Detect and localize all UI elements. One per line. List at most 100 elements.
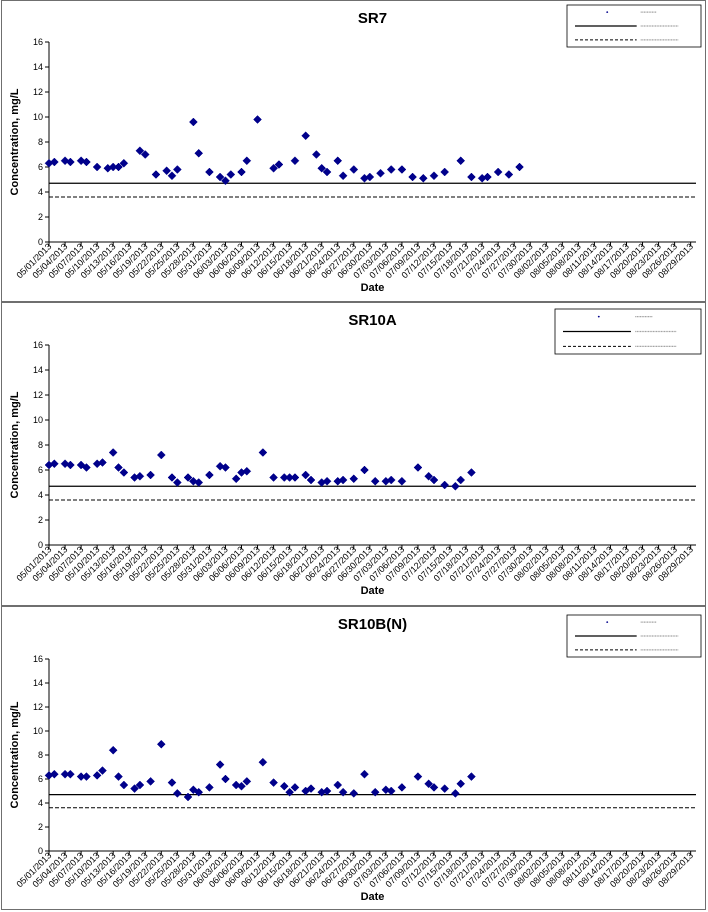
data-point <box>221 176 230 186</box>
data-point <box>312 150 321 159</box>
y-tick-label: 0 <box>38 540 43 550</box>
data-point <box>306 475 316 485</box>
data-point <box>456 475 466 485</box>
y-tick-label: 14 <box>33 62 43 72</box>
data-point <box>156 739 166 749</box>
y-tick-label: 8 <box>38 137 43 147</box>
data-point <box>92 162 102 172</box>
data-point <box>49 769 59 779</box>
data-point <box>237 781 246 791</box>
y-tick-label: 0 <box>38 846 43 856</box>
x-axis-label: Date <box>361 282 385 294</box>
x-axis-label: Date <box>361 891 385 903</box>
data-point <box>205 470 214 480</box>
chart-panel-sr10b-n: SR10B(N) 0 2 4 6 8 10 12 14 16 05/01/2013 05/04/201… <box>1 606 706 910</box>
data-point <box>114 772 123 781</box>
y-tick-label: 2 <box>38 822 43 832</box>
data-point <box>119 468 129 477</box>
data-point <box>98 766 107 775</box>
data-point <box>301 470 311 480</box>
y-tick-label: 16 <box>33 340 43 350</box>
data-point <box>194 478 204 487</box>
legend-marker-swatch <box>606 621 609 624</box>
data-point <box>440 167 450 177</box>
y-tick-label: 10 <box>33 726 43 736</box>
data-point <box>205 167 214 177</box>
data-point <box>215 172 225 182</box>
data-point <box>285 787 294 797</box>
data-point <box>205 783 214 792</box>
data-point <box>290 473 300 482</box>
y-tick-label: 2 <box>38 212 43 222</box>
data-point <box>194 148 204 158</box>
data-point <box>146 470 155 480</box>
data-point <box>515 162 524 172</box>
y-tick-label: 4 <box>38 187 43 197</box>
data-point <box>172 789 182 798</box>
data-point <box>338 171 348 181</box>
data-point <box>467 172 476 182</box>
data-point <box>467 468 476 477</box>
data-point <box>301 131 311 141</box>
data-point <box>130 784 139 793</box>
data-point <box>221 463 230 472</box>
data-point <box>172 165 182 174</box>
y-tick-label: 2 <box>38 515 43 525</box>
data-point <box>322 167 332 177</box>
data-point <box>82 772 91 781</box>
data-point <box>119 780 129 790</box>
data-point <box>360 465 369 475</box>
data-point <box>49 459 59 469</box>
data-point <box>365 172 375 182</box>
data-point <box>167 473 177 482</box>
y-tick-label: 16 <box>33 654 43 664</box>
legend <box>554 308 702 355</box>
y-tick-label: 0 <box>38 237 43 247</box>
y-tick-label: 14 <box>33 365 43 375</box>
data-point <box>135 780 145 790</box>
data-point <box>429 475 439 485</box>
data-point <box>269 473 278 482</box>
data-point <box>274 160 284 169</box>
data-point <box>386 165 396 174</box>
y-tick-label: 12 <box>33 390 43 400</box>
data-point <box>167 171 177 181</box>
data-point <box>456 779 466 789</box>
data-point <box>413 772 423 781</box>
data-point <box>338 787 348 797</box>
data-point <box>440 784 450 793</box>
data-point <box>456 156 466 166</box>
data-point <box>338 475 348 485</box>
legend-marker-swatch <box>597 315 600 318</box>
data-point <box>397 783 407 792</box>
data-point <box>156 450 166 460</box>
data-point <box>451 481 460 491</box>
legend <box>566 614 702 658</box>
x-axis-label: Date <box>361 585 385 597</box>
data-point <box>333 780 343 790</box>
data-point <box>82 463 91 472</box>
data-point <box>135 146 145 156</box>
chart-sr10a: SR10A024681012141605/01/201305/04/201305… <box>9 308 702 597</box>
data-point <box>467 772 476 781</box>
data-point <box>376 168 385 178</box>
data-point <box>397 165 407 174</box>
data-point <box>49 157 59 167</box>
y-tick-label: 10 <box>33 112 43 122</box>
y-tick-label: 10 <box>33 415 43 425</box>
data-point <box>279 781 289 791</box>
data-point <box>504 170 514 179</box>
y-axis-label: Concentration, mg/L <box>9 391 21 498</box>
data-point <box>418 173 428 183</box>
data-point <box>183 792 193 802</box>
data-point <box>108 448 118 457</box>
data-point <box>221 774 230 784</box>
data-point <box>349 789 359 798</box>
data-point <box>349 474 359 484</box>
data-point <box>242 156 252 166</box>
data-point <box>114 463 123 472</box>
data-point <box>140 150 150 159</box>
legend <box>566 4 702 48</box>
data-point <box>66 769 75 779</box>
chart-sr10b-n: SR10B(N)024681012141605/01/201305/04/201… <box>9 614 702 903</box>
